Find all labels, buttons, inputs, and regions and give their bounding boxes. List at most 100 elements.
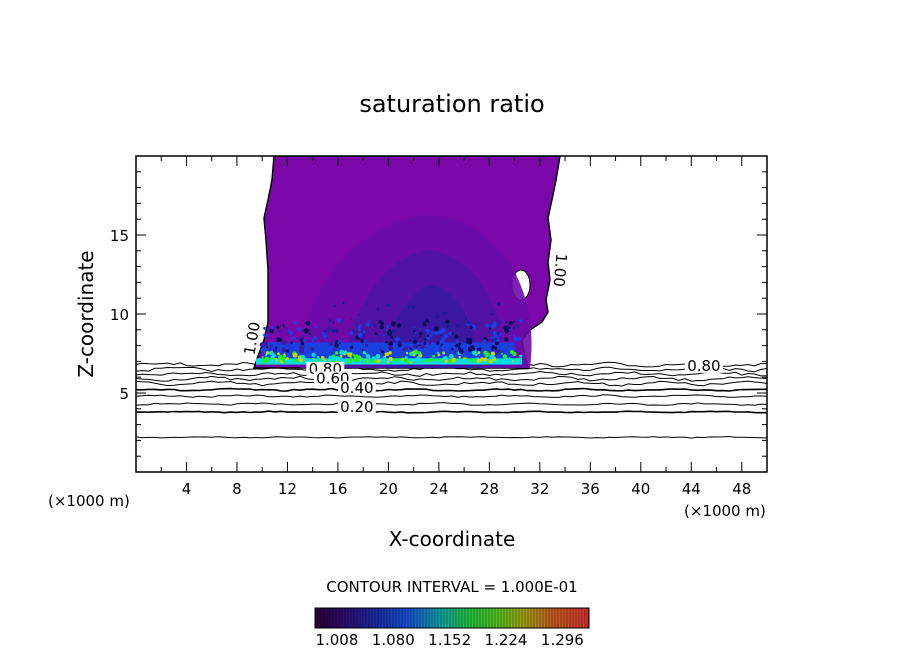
convection-speckle [365,343,369,347]
convection-speckle [375,353,381,359]
convection-speckle [503,337,509,342]
convection-speckle [442,351,446,355]
convection-speckle [386,325,390,328]
convection-speckle [316,356,320,359]
convection-speckle [439,348,442,351]
convection-speckle [469,345,475,351]
colorbar-stripes [317,608,589,628]
convection-speckle [293,321,297,325]
convection-speckle [277,356,282,360]
convection-speckle [443,333,448,339]
convection-speckle [269,344,273,348]
convection-speckle [404,346,409,350]
convection-speckle [436,351,439,355]
convection-speckle [285,349,289,353]
convection-speckle [422,360,424,363]
convection-speckle [389,344,394,349]
convection-speckle [467,346,470,349]
convection-speckle [451,332,454,335]
convection-speckle [413,358,418,363]
convection-speckle [426,336,431,341]
convection-speckle [469,325,473,329]
convection-speckle [362,330,366,334]
convection-speckle [390,335,394,339]
convection-speckle [429,334,433,338]
convection-speckle [481,349,484,352]
convection-speckle [328,355,333,360]
convection-speckle [397,342,402,348]
updraft-speckle [376,308,380,311]
updraft-speckle [464,317,468,321]
convection-speckle [385,352,390,356]
convection-speckle [438,358,442,362]
convection-speckle [404,356,408,360]
convection-speckle [304,357,307,361]
convection-speckle [339,349,345,355]
chart-title: saturation ratio [359,90,544,118]
convection-speckle [320,339,323,342]
convection-speckle [357,359,360,363]
updraft-speckle [325,337,328,339]
convection-speckle [320,356,325,360]
convection-speckle [358,324,363,329]
convection-speckle [477,347,482,352]
contour-interval-label: CONTOUR INTERVAL = 1.000E-01 [326,578,577,596]
convection-speckle [437,353,441,357]
convection-speckle [276,337,281,343]
convection-speckle [469,331,473,335]
convection-speckle [329,342,333,346]
background-contours [136,361,767,439]
convection-speckle [277,329,282,334]
convection-speckle [453,334,459,339]
updraft-speckle [392,329,395,332]
convection-speckle [388,341,394,347]
convection-speckle [519,319,523,323]
convection-speckle [316,360,319,362]
convection-speckle [458,349,464,354]
convection-speckle [311,347,315,351]
convection-speckle [341,359,344,362]
convection-speckle [282,360,286,363]
x-tick-label: 32 [530,480,549,498]
convection-speckle [440,328,446,334]
convection-speckle [456,343,460,347]
updraft-speckle [398,340,402,344]
convection-speckle [439,350,442,353]
convection-speckle [395,336,401,342]
x-tick-label: 24 [429,480,448,498]
convection-speckle [423,337,427,341]
convection-speckle [364,352,367,355]
convection-speckle [476,358,482,363]
contour-line [136,402,767,406]
convection-speckle [502,354,507,359]
convection-speckle [287,332,290,336]
convection-speckle [413,344,419,349]
convection-speckle [501,347,505,351]
convection-speckle [290,341,293,345]
convection-speckle [292,352,298,358]
convection-speckle [339,342,341,344]
convection-speckle [428,341,431,344]
convection-speckle [297,327,302,332]
convection-speckle [448,332,453,336]
updraft-speckle [442,321,446,325]
updraft-speckle [491,338,495,342]
convection-speckle [494,349,500,354]
contour-label: 0.40 [340,379,373,397]
convection-speckle [414,332,417,335]
convection-speckle [282,324,285,327]
convection-speckle [303,338,307,342]
convection-speckle [369,339,373,343]
contour-line [136,410,767,414]
updraft-speckle [466,320,471,325]
convection-speckle [361,349,364,351]
updraft-speckle [439,334,442,337]
contour-label: 0.80 [687,357,720,375]
convection-speckle [285,326,289,330]
convection-speckle [496,319,502,326]
convection-speckle [364,359,368,363]
convection-speckle [271,359,276,364]
convection-speckle [466,341,469,344]
convection-speckle [421,348,427,354]
